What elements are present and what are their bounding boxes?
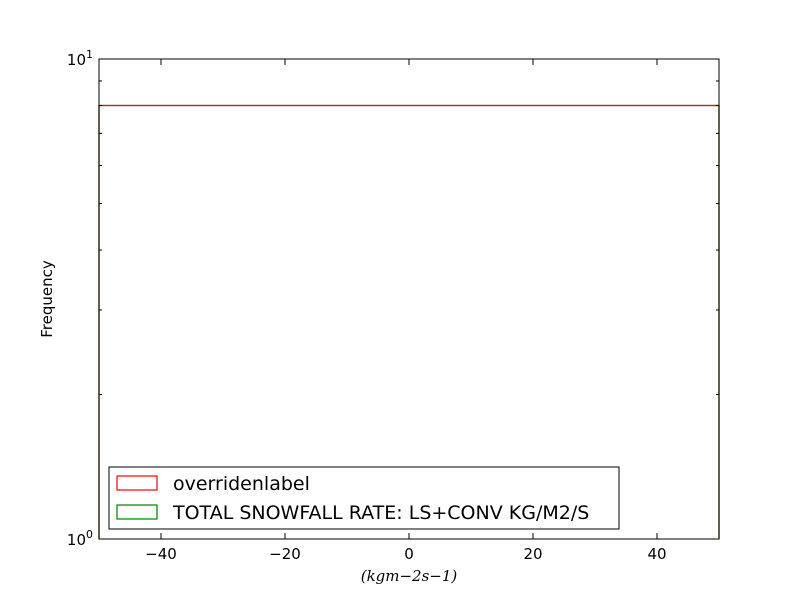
x-tick-label: −20: [269, 545, 301, 563]
legend-swatch: [116, 475, 158, 491]
legend: overridenlabel TOTAL SNOWFALL RATE: LS+CO…: [108, 466, 620, 530]
legend-swatch: [116, 504, 158, 520]
legend-label: TOTAL SNOWFALL RATE: LS+CONV KG/M2/S: [172, 502, 589, 524]
x-tick-label: 40: [647, 545, 666, 563]
legend-label: overridenlabel: [173, 473, 310, 495]
x-tick-label: 20: [523, 545, 542, 563]
y-tick-label: 101: [67, 48, 93, 69]
y-axis-label: Frequency: [38, 260, 56, 338]
legend-box: [108, 466, 620, 530]
x-tick-label: 0: [404, 545, 414, 563]
x-tick-label: −40: [145, 545, 177, 563]
ticks-layer: −40 −20 0 20 40 100 101: [67, 48, 719, 563]
y-tick-label: 100: [67, 528, 93, 549]
x-axis-label: (kgm−2s−1): [361, 567, 458, 585]
